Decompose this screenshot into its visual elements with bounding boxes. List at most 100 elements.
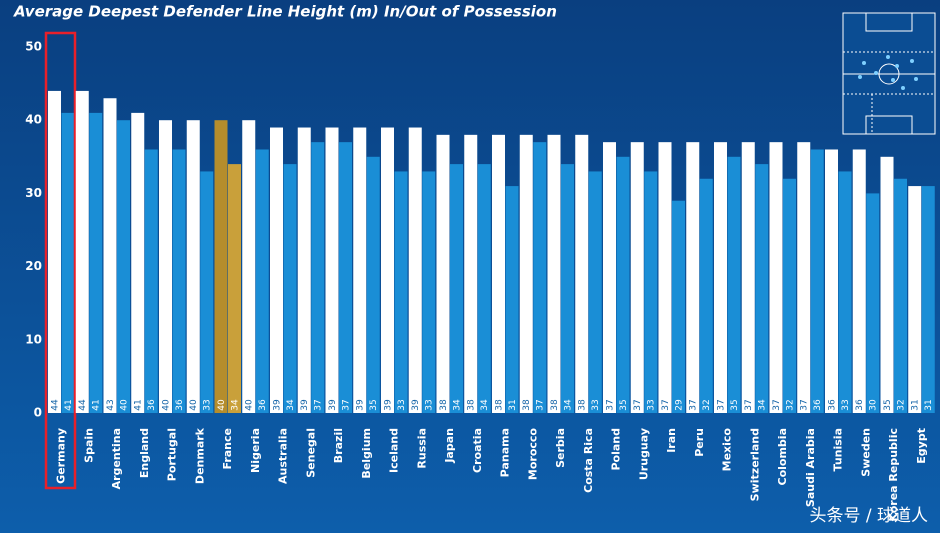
value-label: 38 xyxy=(578,399,588,411)
bar xyxy=(255,149,269,414)
bar xyxy=(492,134,505,413)
bar xyxy=(117,120,130,413)
y-tick-label: 20 xyxy=(25,259,42,273)
bar xyxy=(714,142,727,413)
pitch-icon xyxy=(842,12,936,135)
value-label: 37 xyxy=(341,399,351,410)
value-label: 36 xyxy=(147,399,157,411)
x-tick-label: Belgium xyxy=(360,428,373,479)
bar xyxy=(381,127,394,414)
x-tick-label: Portugal xyxy=(166,428,179,481)
value-label: 37 xyxy=(314,399,324,410)
value-label: 32 xyxy=(785,399,795,410)
bar xyxy=(755,164,769,413)
bar xyxy=(866,193,880,413)
x-tick-label: Denmark xyxy=(193,427,206,484)
bar xyxy=(270,127,283,414)
bar xyxy=(699,178,713,413)
bar xyxy=(394,171,408,413)
x-tick-label: Tunisia xyxy=(832,428,845,471)
bar xyxy=(242,120,256,413)
bar xyxy=(505,186,519,413)
x-tick-label: Uruguay xyxy=(637,428,650,480)
value-label: 33 xyxy=(841,399,851,410)
value-label: 33 xyxy=(397,399,407,410)
value-label: 44 xyxy=(50,399,60,411)
bar xyxy=(89,112,103,413)
value-label: 37 xyxy=(716,399,726,410)
value-label: 34 xyxy=(480,399,490,411)
bar xyxy=(366,156,380,414)
value-label: 37 xyxy=(633,399,643,410)
x-tick-label: Japan xyxy=(443,428,456,464)
bar xyxy=(450,164,463,413)
bar xyxy=(810,149,824,414)
bar xyxy=(519,134,533,413)
bar xyxy=(630,142,644,413)
bar xyxy=(144,149,158,414)
x-tick-label: Spain xyxy=(82,428,95,463)
value-label: 33 xyxy=(591,399,601,410)
bar xyxy=(186,120,200,413)
bar xyxy=(464,134,478,413)
bar xyxy=(838,171,852,413)
value-label: 39 xyxy=(272,399,282,411)
bar xyxy=(797,142,811,413)
x-tick-label: Australia xyxy=(277,428,290,484)
x-tick-label: Germany xyxy=(55,428,68,484)
value-label: 37 xyxy=(536,399,546,410)
bar xyxy=(200,171,214,413)
bar xyxy=(852,149,866,414)
value-label: 37 xyxy=(772,399,782,410)
value-label: 35 xyxy=(619,399,629,410)
bar xyxy=(644,171,658,413)
value-label: 41 xyxy=(134,399,144,410)
bar xyxy=(131,112,145,413)
bar xyxy=(48,90,61,414)
bar xyxy=(408,127,422,414)
bar xyxy=(214,120,228,413)
bar xyxy=(783,178,796,413)
value-label: 35 xyxy=(369,399,379,410)
bar xyxy=(422,171,436,413)
bar xyxy=(172,149,186,414)
x-tick-label: Croatia xyxy=(471,428,484,473)
bar xyxy=(547,134,561,413)
bar xyxy=(588,171,602,413)
y-tick-label: 50 xyxy=(25,40,42,54)
value-label: 44 xyxy=(78,399,88,411)
bar xyxy=(325,127,339,414)
x-tick-label: Iran xyxy=(665,428,678,453)
bar xyxy=(533,142,547,413)
bar xyxy=(477,164,491,413)
value-label: 41 xyxy=(92,399,102,410)
x-tick-label: Peru xyxy=(693,428,706,457)
bar xyxy=(908,186,922,413)
bar xyxy=(561,164,574,413)
value-label: 36 xyxy=(175,399,185,411)
x-tick-label: Mexico xyxy=(721,428,734,472)
value-label: 37 xyxy=(661,399,671,410)
value-label: 38 xyxy=(550,399,560,411)
x-tick-label: Nigeria xyxy=(249,428,262,473)
value-label: 39 xyxy=(411,399,421,411)
bar xyxy=(353,127,367,414)
bar xyxy=(283,164,297,413)
value-label: 40 xyxy=(161,399,171,411)
value-label: 39 xyxy=(300,399,310,411)
value-label: 35 xyxy=(730,399,740,410)
value-label: 37 xyxy=(800,399,810,410)
bar xyxy=(75,90,89,414)
bar xyxy=(727,156,741,414)
value-label: 38 xyxy=(467,399,477,411)
bar xyxy=(825,149,838,414)
x-tick-label: Korea Republic xyxy=(887,428,900,522)
watermark: 头条号 / 球道人 xyxy=(809,506,928,526)
x-tick-label: Saudi Arabia xyxy=(804,428,817,507)
x-tick-label: Costa Rica xyxy=(582,428,595,493)
value-label: 40 xyxy=(217,399,227,411)
value-label: 31 xyxy=(924,399,934,410)
x-tick-label: Sweden xyxy=(859,428,872,477)
